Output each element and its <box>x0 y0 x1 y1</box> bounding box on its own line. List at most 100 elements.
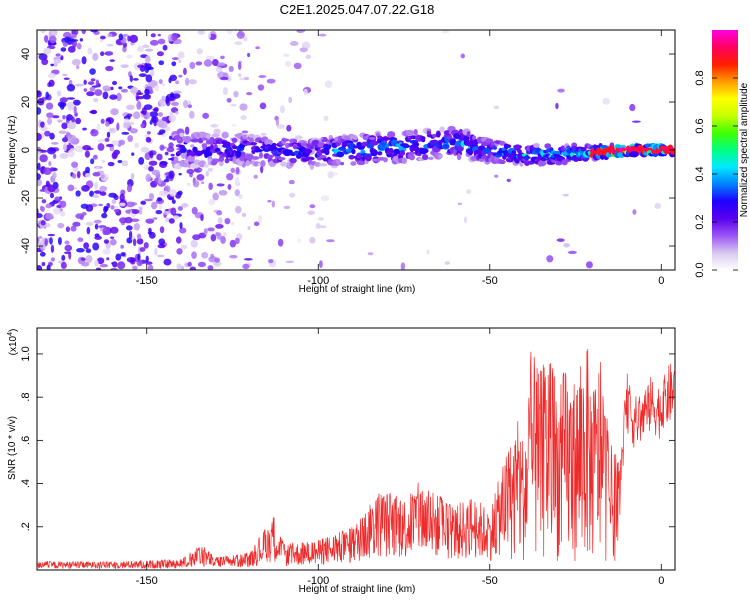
spectrogram-cell <box>402 144 411 148</box>
spectrogram-cell <box>297 238 301 243</box>
spectrogram-cell <box>191 251 197 259</box>
spectrogram-cell <box>216 232 222 240</box>
spectrogram-cell <box>233 90 239 98</box>
spectrogram-cell <box>523 155 531 160</box>
spectrogram-cell <box>190 239 198 248</box>
spectrogram-cell <box>157 33 161 37</box>
spectrogram-cell <box>66 84 76 92</box>
spectrogram-cell <box>97 139 107 143</box>
spectrogram-cell <box>72 221 81 227</box>
spectrogram-cell <box>81 30 87 35</box>
spectrogram-cell <box>136 238 144 245</box>
spectrogram-cell <box>281 138 290 142</box>
spectrogram-cell <box>220 235 226 244</box>
spectrogram-cell <box>37 162 41 171</box>
spectrogram-cell <box>385 143 390 148</box>
spectrogram-cell <box>73 105 77 114</box>
spectrogram-cell <box>179 222 183 229</box>
spectrogram-cell <box>37 151 41 158</box>
spectrogram-cell <box>270 146 278 150</box>
spectrogram-cell <box>387 131 396 139</box>
spectrogram-cell <box>293 62 302 70</box>
y-tick-label: .6 <box>20 436 32 445</box>
spectrogram-cell <box>40 30 46 34</box>
spectrogram-cell <box>216 210 223 216</box>
spectrogram-cell <box>60 261 67 270</box>
spectrogram-cell <box>41 262 46 267</box>
spectrogram-cell <box>383 157 388 163</box>
spectrogram-cell <box>148 166 154 172</box>
spectrogram-cell <box>177 206 183 211</box>
spectrogram-cell <box>157 244 166 249</box>
spectrogram-cell <box>176 248 183 255</box>
spectrogram-cell <box>284 142 290 149</box>
spectrogram-cell <box>239 77 245 81</box>
spectrogram-cell <box>318 225 327 229</box>
colorbar-tick-label: 0.4 <box>694 166 706 181</box>
spectrogram-cell <box>133 222 141 231</box>
spectrogram-cell <box>95 79 100 88</box>
spectrogram-cell <box>305 54 312 60</box>
spectrogram-cell <box>59 97 68 103</box>
spectrogram-cell <box>213 260 222 267</box>
spectrogram-cell <box>258 151 263 159</box>
spectrogram-cell <box>65 226 70 233</box>
spectrogram-cell <box>65 114 74 121</box>
spectrogram-cell <box>53 58 62 64</box>
spectrogram-cell <box>104 137 110 142</box>
spectrogram-cell <box>285 260 295 264</box>
spectrogram-cell <box>221 131 229 139</box>
spectrogram-cell <box>68 251 72 260</box>
spectrogram-cell <box>100 118 105 124</box>
spectrogram-cell <box>493 105 500 109</box>
spectrogram-ticks: -150 -100 -50 0 -40 -20 0 20 40 <box>20 30 675 287</box>
spectrogram-cell <box>654 202 661 209</box>
spectrogram-cell <box>50 167 54 172</box>
spectrogram-cell <box>255 46 260 50</box>
spectrogram-cell <box>99 35 106 40</box>
y-tick-label: 1.0 <box>20 346 32 361</box>
spectrogram-cell <box>241 212 247 218</box>
spectrogram-cell <box>47 233 56 237</box>
spectrogram-cell <box>89 68 96 75</box>
spectrogram-cell <box>163 210 170 216</box>
spectrogram-cell <box>187 104 193 109</box>
spectrogram-cell <box>62 115 66 120</box>
spectrogram-cell <box>61 137 69 143</box>
spectrogram-cell <box>51 142 59 145</box>
spectrogram-cell <box>190 163 196 169</box>
spectrogram-cell <box>224 218 231 225</box>
spectrogram-cell <box>413 128 418 136</box>
spectrogram-cell <box>173 90 182 94</box>
spectrogram-cell <box>600 144 609 149</box>
spectrogram-cell <box>168 218 175 224</box>
spectrogram-cell <box>239 156 246 162</box>
spectrogram-cell <box>294 135 303 140</box>
spectrogram-cell <box>431 133 438 138</box>
spectrogram-cell <box>180 244 188 250</box>
spectrogram-cell <box>257 214 263 223</box>
spectrogram-cell <box>586 261 593 269</box>
figure-title: C2E1.2025.047.07.22.G18 <box>280 2 435 17</box>
spectrogram-cell <box>348 154 355 160</box>
spectrogram-cell <box>71 40 77 48</box>
spectrogram-cell <box>175 236 182 244</box>
spectrogram-cell <box>147 264 154 270</box>
spectrogram-cell <box>76 64 80 70</box>
spectrogram-cell <box>314 162 321 167</box>
spectrogram-cell <box>72 99 81 106</box>
spectrogram-cell <box>52 171 57 179</box>
spectrogram-cell <box>152 116 156 123</box>
spectrogram-cell <box>55 53 61 57</box>
spectrogram-cell <box>671 148 675 154</box>
spectrogram-cell <box>356 161 366 166</box>
spectrogram-cell <box>85 254 93 264</box>
spectrogram-cell <box>57 119 63 123</box>
spectrogram-cell <box>49 132 55 140</box>
spectrogram-cell <box>100 51 105 57</box>
spectrogram-cell <box>126 104 135 111</box>
spectrogram-cell <box>143 104 153 111</box>
spectrogram-cell <box>157 112 163 117</box>
spectrogram-cell <box>181 203 189 208</box>
spectrogram-cell <box>87 81 95 86</box>
